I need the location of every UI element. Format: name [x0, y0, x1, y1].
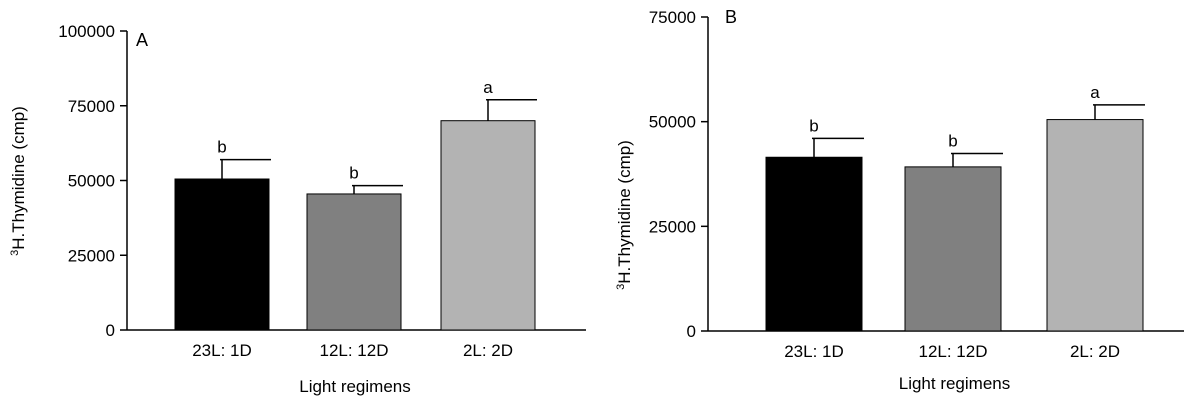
chart-b-significance-label: a	[1090, 83, 1100, 102]
chart-a-y-tick-label: 0	[106, 321, 115, 340]
chart-b-x-tick-label: 2L: 2D	[1070, 342, 1120, 361]
chart-a-bar	[440, 120, 536, 331]
chart-b-y-tick-label: 50000	[649, 113, 696, 132]
chart-a-x-tick-label: 12L: 12D	[320, 341, 389, 360]
chart-b-bar	[904, 166, 1002, 332]
chart-b-significance-label: b	[809, 116, 818, 135]
chart-a-y-axis-title-text: H.Thymidine (cmp)	[9, 106, 28, 250]
chart-a-x-tick-label: 2L: 2D	[463, 341, 513, 360]
chart-a-significance-label: b	[217, 138, 226, 157]
chart-a-significance-label: a	[483, 78, 493, 97]
chart-b-y-tick-label: 75000	[649, 8, 696, 27]
chart-a-y-axis-title-superscript: 3	[9, 250, 21, 256]
chart-a-y-tick-label: 25000	[68, 246, 115, 265]
chart-a-svg: 0 25000 50000 75000 100000 b 23L: 1D b 12L: 12D a…	[9, 22, 586, 396]
chart-a-y-tick-label: 50000	[68, 172, 115, 191]
chart-b-svg: 0 25000 50000 75000 b 23L: 1D b 12L: 12D a 2L: 2D…	[615, 7, 1184, 393]
chart-b-panel-label: B	[725, 7, 737, 27]
chart-a-y-tick-label: 100000	[58, 22, 115, 41]
chart-b-x-axis-title: Light regimens	[899, 374, 1011, 393]
chart-b-y-tick-label: 0	[687, 322, 696, 341]
chart-b-x-tick-label: 12L: 12D	[919, 342, 988, 361]
chart-a-y-axis-title: 3H.Thymidine (cmp)	[9, 106, 28, 256]
chart-a-bar	[306, 193, 402, 331]
chart-a-panel-label: A	[136, 30, 148, 50]
chart-a-x-axis-title: Light regimens	[299, 377, 411, 396]
chart-panel-b: 0 25000 50000 75000 b 23L: 1D b 12L: 12D a 2L: 2D…	[598, 0, 1188, 400]
chart-b-y-axis-title: 3H.Thymidine (cmp)	[615, 140, 634, 290]
chart-b-y-tick-label: 25000	[649, 217, 696, 236]
chart-b-y-axis-title-superscript: 3	[615, 284, 627, 290]
chart-a-significance-label: b	[349, 164, 358, 183]
chart-b-x-tick-label: 23L: 1D	[784, 342, 844, 361]
chart-b-significance-label: b	[948, 131, 957, 150]
chart-a-x-tick-label: 23L: 1D	[192, 341, 252, 360]
chart-a-bar	[174, 178, 270, 331]
chart-a-y-tick-label: 75000	[68, 97, 115, 116]
chart-panel-a: 0 25000 50000 75000 100000 b 23L: 1D b 12L: 12D a…	[0, 0, 590, 400]
chart-b-y-axis-title-text: H.Thymidine (cmp)	[615, 140, 634, 284]
chart-b-bar	[765, 156, 863, 332]
chart-b-bar	[1046, 119, 1144, 332]
